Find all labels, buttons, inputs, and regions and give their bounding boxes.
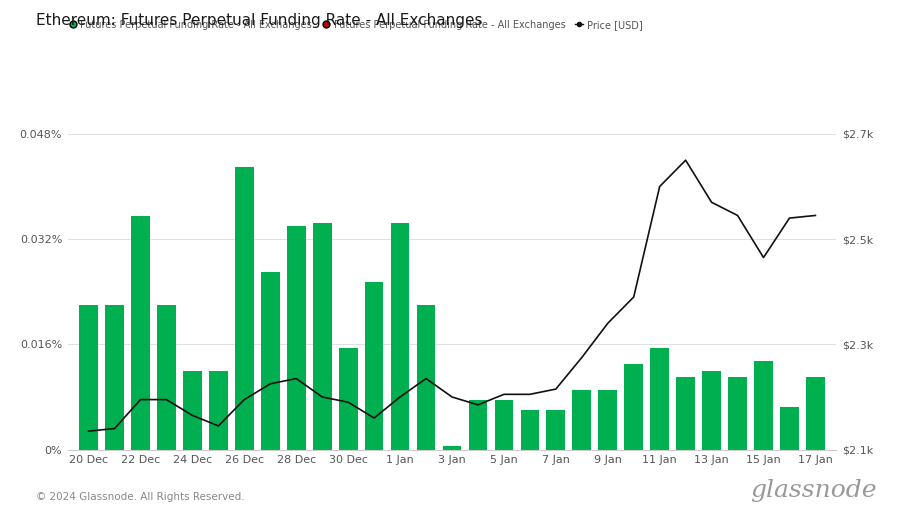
Legend: Futures Perpetual Funding Rate - All Exchanges, Futures Perpetual Funding Rate -: Futures Perpetual Funding Rate - All Exc… [69,20,642,30]
Bar [286,226,305,450]
Bar [442,447,461,450]
Bar [753,361,772,450]
Bar [235,167,254,450]
Bar [675,377,694,450]
Bar [312,223,331,450]
Bar [182,371,201,450]
Bar [416,305,435,450]
Bar [131,216,150,450]
Bar [805,377,824,450]
Bar [546,410,564,450]
Bar [779,407,798,450]
Text: glassnode: glassnode [749,479,876,502]
Bar [702,371,721,450]
Bar [468,400,487,450]
Bar [209,371,228,450]
Text: © 2024 Glassnode. All Rights Reserved.: © 2024 Glassnode. All Rights Reserved. [36,492,245,502]
Bar [598,390,617,450]
Bar [572,390,591,450]
Bar [339,347,357,450]
Bar [649,347,668,450]
Bar [365,282,383,450]
Text: Ethereum: Futures Perpetual Funding Rate - All Exchanges: Ethereum: Futures Perpetual Funding Rate… [36,13,482,28]
Bar [520,410,538,450]
Bar [494,400,513,450]
Bar [624,364,642,450]
Bar [728,377,746,450]
Bar [105,305,124,450]
Bar [79,305,98,450]
Bar [157,305,175,450]
Bar [261,272,279,450]
Bar [390,223,409,450]
